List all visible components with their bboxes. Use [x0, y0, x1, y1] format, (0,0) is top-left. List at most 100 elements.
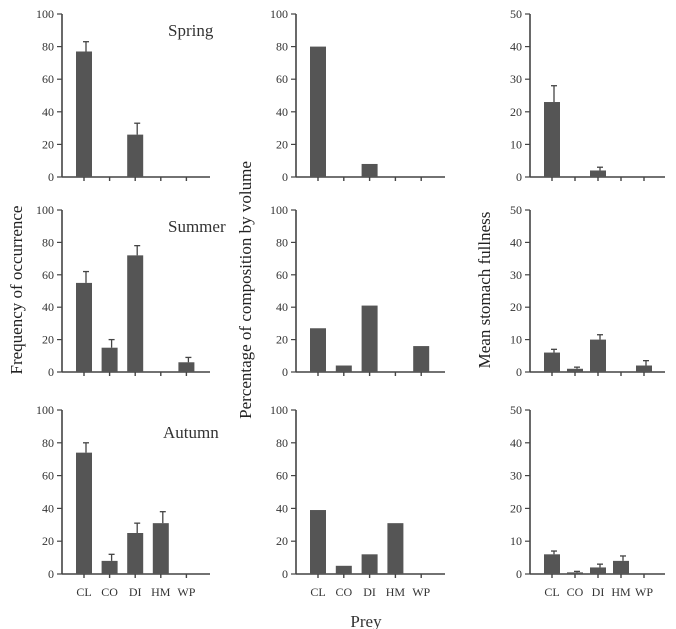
- y-tick-label: 80: [42, 40, 54, 54]
- y-tick-label: 100: [270, 7, 288, 21]
- y-tick-label: 80: [42, 436, 54, 450]
- bar-cl: [544, 352, 560, 372]
- y-tick-label: 0: [282, 567, 288, 581]
- y-tick-label: 60: [42, 268, 54, 282]
- bar-di: [361, 163, 378, 177]
- y-tick-label: 0: [282, 365, 288, 379]
- bar-cl: [76, 51, 92, 177]
- category-label-di: DI: [363, 585, 376, 599]
- y-tick-label: 60: [42, 469, 54, 483]
- y-tick-label: 100: [270, 403, 288, 417]
- y-tick-label: 100: [36, 7, 54, 21]
- bar-co: [101, 347, 118, 372]
- y-tick-label: 0: [48, 365, 54, 379]
- y-tick-label: 20: [510, 300, 522, 314]
- bar-co: [335, 565, 352, 574]
- y-tick-label: 40: [510, 40, 522, 54]
- panel-summer-2: 0 10 20 30 40 50: [510, 203, 665, 379]
- season-label-spring: Spring: [168, 21, 214, 40]
- bar-hm: [613, 560, 629, 574]
- y-tick-label: 60: [276, 268, 288, 282]
- bar-cl: [310, 46, 326, 177]
- y-tick-label: 40: [42, 501, 54, 515]
- y-tick-label: 40: [276, 300, 288, 314]
- y-tick-label: 30: [510, 268, 522, 282]
- panels-group: 0204060801000204060801000102030405002040…: [36, 7, 665, 599]
- y-tick-label: 10: [510, 333, 522, 347]
- panel-autumn-0: 0 20 40 60 80 100 CL CO DI HM WP: [36, 403, 210, 599]
- panel-autumn-1: 0 20 40 60 80 100 CL CO DI HM WP: [270, 403, 445, 599]
- bar-di: [127, 255, 144, 372]
- y-tick-label: 80: [276, 235, 288, 249]
- y-tick-label: 40: [276, 501, 288, 515]
- bar-di: [127, 533, 144, 574]
- bar-co: [567, 572, 583, 574]
- season-label-summer: Summer: [168, 217, 226, 236]
- y-tick-label: 100: [36, 203, 54, 217]
- bar-cl: [76, 282, 92, 372]
- y-tick-label: 0: [516, 567, 522, 581]
- bar-co: [101, 560, 118, 574]
- panel-spring-0: 0 20 40 60 80 100: [36, 7, 210, 184]
- bar-hm: [387, 523, 404, 574]
- category-label-di: DI: [592, 585, 605, 599]
- bar-wp: [413, 346, 430, 372]
- y-tick-label: 50: [510, 203, 522, 217]
- category-label-co: CO: [335, 585, 352, 599]
- y-tick-label: 80: [42, 235, 54, 249]
- y-tick-label: 40: [510, 436, 522, 450]
- category-label-wp: WP: [177, 585, 195, 599]
- bar-di: [590, 339, 606, 372]
- y-tick-label: 60: [42, 72, 54, 86]
- y-tick-label: 60: [276, 72, 288, 86]
- ylabel-mean-stomach-fullness: Mean stomach fullness: [475, 212, 494, 369]
- bar-co: [567, 368, 583, 372]
- y-tick-label: 10: [510, 137, 522, 151]
- panel-spring-2: 0 10 20 30 40 50: [510, 7, 665, 184]
- y-tick-label: 20: [276, 534, 288, 548]
- y-tick-label: 0: [48, 170, 54, 184]
- y-tick-label: 100: [270, 203, 288, 217]
- category-label-hm: HM: [611, 585, 631, 599]
- y-tick-label: 0: [516, 365, 522, 379]
- bar-cl: [544, 554, 560, 574]
- panel-autumn-2: 0 10 20 30 40 50 CL CO DI HM WP: [510, 403, 665, 599]
- category-label-di: DI: [129, 585, 142, 599]
- y-tick-label: 100: [36, 403, 54, 417]
- y-tick-label: 10: [510, 534, 522, 548]
- bar-wp: [636, 365, 652, 372]
- y-tick-label: 0: [282, 170, 288, 184]
- y-tick-label: 20: [510, 501, 522, 515]
- bar-hm: [152, 523, 169, 574]
- bar-wp: [178, 362, 195, 372]
- y-tick-label: 50: [510, 403, 522, 417]
- category-label-hm: HM: [386, 585, 406, 599]
- panel-spring-1: 0 20 40 60 80 100: [270, 7, 445, 184]
- y-tick-label: 60: [276, 469, 288, 483]
- bar-cl: [310, 328, 326, 372]
- y-tick-label: 30: [510, 469, 522, 483]
- ylabel-percentage-composition: Percentage of composition by volume: [236, 161, 255, 419]
- y-tick-label: 30: [510, 72, 522, 86]
- bar-di: [127, 134, 144, 177]
- bar-cl: [76, 452, 92, 574]
- season-label-autumn: Autumn: [163, 423, 219, 442]
- bar-di: [590, 170, 606, 177]
- y-tick-label: 20: [42, 333, 54, 347]
- category-label-cl: CL: [544, 585, 559, 599]
- bar-co: [335, 365, 352, 372]
- category-label-wp: WP: [635, 585, 653, 599]
- category-label-wp: WP: [412, 585, 430, 599]
- y-tick-label: 40: [42, 105, 54, 119]
- y-tick-label: 80: [276, 436, 288, 450]
- category-label-cl: CL: [76, 585, 91, 599]
- bar-di: [361, 305, 378, 372]
- xlabel-prey: Prey: [350, 612, 382, 629]
- panel-summer-0: 0 20 40 60 80 100: [36, 203, 210, 379]
- ylabel-frequency-of-occurrence: Frequency of occurrence: [7, 206, 26, 375]
- category-label-co: CO: [101, 585, 118, 599]
- y-tick-label: 20: [42, 534, 54, 548]
- y-tick-label: 20: [510, 105, 522, 119]
- y-tick-label: 20: [276, 333, 288, 347]
